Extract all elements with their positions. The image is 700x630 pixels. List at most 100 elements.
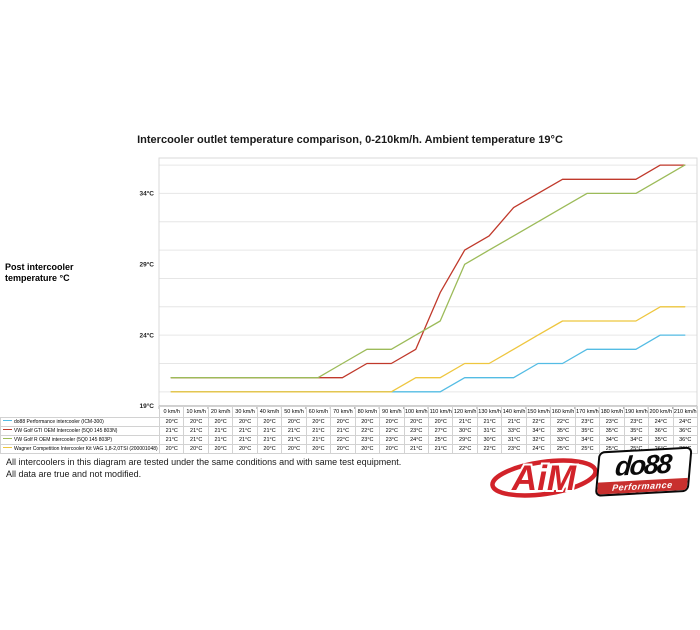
temperature-cell: 23°C [501,444,527,454]
temperature-cell: 24°C [403,435,429,445]
aim-logo-text: AiM [511,459,577,498]
temperature-cell: 20°C [256,444,283,454]
temperature-cell: 20°C [305,417,332,427]
temperature-cell: 31°C [476,426,503,436]
y-axis-tick-label: 34°C [139,190,154,198]
series-line [170,164,686,379]
temperature-cell: 21°C [232,435,258,445]
temperature-cell: 25°C [574,444,601,454]
speed-header-cell: 70 km/h [330,406,356,418]
speed-header-cell: 50 km/h [281,406,307,418]
speed-header-cell: 110 km/h [427,406,454,418]
speed-header-cell: 190 km/h [623,406,650,418]
temperature-cell: 22°C [452,444,478,454]
do88-logo: do88 Performance [594,446,699,509]
temperature-cell: 22°C [354,426,381,436]
legend-label: do88 Performance intercooler (ICM-300) [14,419,104,425]
speed-header-cell: 40 km/h [256,406,283,418]
speed-header-cell: 0 km/h [158,406,185,418]
temperature-cell: 21°C [281,435,307,445]
temperature-cell: 20°C [256,417,283,427]
temperature-cell: 21°C [256,435,283,445]
temperature-cell: 27°C [427,426,454,436]
speed-header-cell: 100 km/h [403,406,429,418]
table-header-row: 0 km/h 10 km/h 20 km/h 30 km/h 40 km/h 50 km/… [1,406,698,418]
temperature-cell: 20°C [207,444,234,454]
temperature-cell: 34°C [574,435,601,445]
speed-header-cell: 90 km/h [379,406,405,418]
speed-header-cell: 160 km/h [550,406,576,418]
temperature-cell: 30°C [476,435,503,445]
temperature-cell: 20°C [330,444,356,454]
temperature-cell: 36°C [672,426,698,436]
temperature-cell: 21°C [207,435,234,445]
speed-header-cell: 60 km/h [305,406,332,418]
speed-header-cell: 180 km/h [599,406,625,418]
table-row: VW Golf R OEM intercooler (5Q0 145 803P)… [0,435,698,445]
legend-cell: do88 Performance intercooler (ICM-300) [0,417,160,427]
speed-header-cell: 140 km/h [501,406,527,418]
temperature-cell: 21°C [427,444,454,454]
table-corner-cell [1,407,160,418]
temperature-cell: 23°C [379,435,405,445]
temperature-cell: 20°C [281,444,307,454]
temperature-cell: 23°C [599,417,625,427]
temperature-cell: 21°C [183,435,209,445]
aim-logo-graphic: AiM [490,457,598,500]
temperature-cell: 21°C [256,426,283,436]
legend-cell: VW Golf R OEM intercooler (5Q0 145 803P) [0,435,160,445]
temperature-cell: 23°C [403,426,429,436]
temperature-cell: 35°C [599,426,625,436]
legend-line-marker [3,429,12,431]
temperature-cell: 21°C [207,426,234,436]
aim-logo: AiM [487,451,601,505]
temperature-cell: 25°C [550,444,576,454]
series-line [170,306,686,393]
speed-header-cell: 130 km/h [476,406,503,418]
temperature-cell: 20°C [232,417,258,427]
footer-note: All intercoolers in this diagram are tes… [6,457,401,480]
speed-header-cell: 210 km/h [672,406,698,418]
plot-border [158,157,698,407]
temperature-cell: 35°C [623,426,650,436]
speed-header-cell: 200 km/h [648,406,674,418]
temperature-cell: 20°C [158,444,185,454]
temperature-cell: 21°C [305,435,332,445]
legend-cell: Wagner Competition Intercooler Kit VAG 1… [0,444,160,454]
temperature-cell: 20°C [232,444,258,454]
temperature-cell: 20°C [158,417,185,427]
temperature-cell: 20°C [379,417,405,427]
temperature-cell: 23°C [574,417,601,427]
speed-header-cell: 120 km/h [452,406,478,418]
y-axis-tick-label: 19°C [139,402,154,410]
temperature-cell: 22°C [525,417,552,427]
temperature-cell: 35°C [648,435,674,445]
legend-label: VW Golf GTI OEM Intercooler (5Q0 145 803… [14,428,118,434]
temperature-cell: 20°C [354,444,381,454]
temperature-cell: 22°C [550,417,576,427]
temperature-cell: 20°C [354,417,381,427]
legend-cell: VW Golf GTI OEM Intercooler (5Q0 145 803… [0,426,160,436]
temperature-cell: 22°C [330,435,356,445]
temperature-cell: 36°C [648,426,674,436]
data-table: 0 km/h 10 km/h 20 km/h 30 km/h 40 km/h 50 km/… [0,406,698,454]
temperature-cell: 21°C [281,426,307,436]
temperature-cell: 35°C [550,426,576,436]
y-axis-tick-label: 29°C [139,260,154,268]
temperature-cell: 35°C [574,426,601,436]
temperature-cell: 34°C [599,435,625,445]
speed-header-cell: 150 km/h [525,406,552,418]
speed-header-cell: 170 km/h [574,406,601,418]
temperature-cell: 33°C [501,426,527,436]
footer-line-2: All data are true and not modified. [6,468,142,479]
temperature-cell: 20°C [183,417,209,427]
speed-header-cell: 20 km/h [207,406,234,418]
temperature-cell: 21°C [452,417,478,427]
y-axis-tick-label: 24°C [139,331,154,339]
temperature-cell: 21°C [158,426,185,436]
y-axis-title-line1: Post intercooler [5,262,74,272]
temperature-cell: 29°C [452,435,478,445]
temperature-cell: 21°C [158,435,185,445]
temperature-cell: 20°C [305,444,332,454]
